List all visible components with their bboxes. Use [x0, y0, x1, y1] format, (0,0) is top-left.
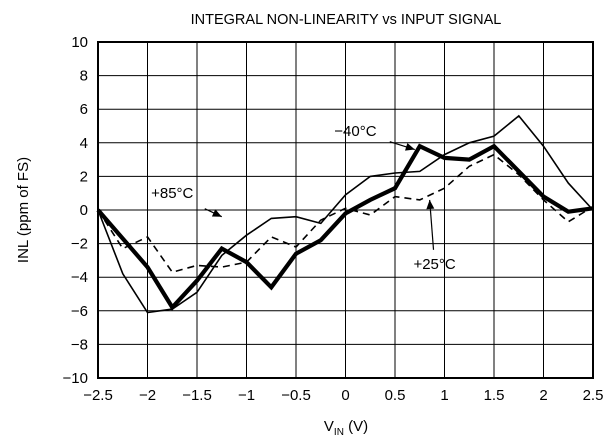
annotation-label-0: −40°C: [334, 123, 376, 140]
plot-grid: [98, 42, 593, 378]
annotations: −40°C +85°C +25°C: [151, 123, 456, 273]
y-tick-label: 6: [80, 101, 88, 118]
y-tick-label: 4: [80, 135, 88, 152]
y-tick-label: −2: [71, 236, 88, 253]
x-tick-label: 2: [539, 387, 547, 404]
x-tick-label: 1: [440, 387, 448, 404]
y-tick-label: −6: [71, 303, 88, 320]
x-axis-label-subscript: IN: [334, 427, 344, 438]
annotation-arrowhead-2: [426, 199, 435, 210]
y-tick-label: −4: [71, 269, 88, 286]
y-tick-labels: 10 8 6 4 2 0 −2 −4 −6 −8 −10: [63, 34, 88, 387]
plot-frame: [97, 41, 594, 379]
annotation-arrowhead-1: [211, 209, 222, 217]
x-tick-label: −1.5: [182, 387, 212, 404]
series-lines: [96, 114, 594, 314]
x-tick-label: −2: [139, 387, 156, 404]
y-tick-label: −8: [71, 336, 88, 353]
x-tick-labels: −2.5 −2 −1.5 −1 −0.5 0 0.5 1 1.5 2 2.5: [83, 387, 603, 404]
annotation-label-1: +85°C: [151, 185, 193, 202]
x-axis-label-unit: (V): [344, 418, 368, 435]
series-line-2: [97, 153, 594, 274]
y-tick-label: −10: [63, 370, 88, 387]
x-tick-label: 1.5: [484, 387, 505, 404]
annotation-arrowhead-0: [405, 143, 415, 151]
y-tick-label: 2: [80, 168, 88, 185]
x-tick-label: −2.5: [83, 387, 113, 404]
x-tick-label: −1: [238, 387, 255, 404]
y-tick-label: 10: [71, 34, 88, 51]
x-tick-label: 0: [341, 387, 349, 404]
x-axis-label: VIN (V): [324, 418, 368, 438]
y-tick-label: 0: [80, 202, 88, 219]
y-axis-label: INL (ppm of FS): [15, 157, 32, 263]
series-line-1: [96, 143, 594, 311]
chart-title: INTEGRAL NON-LINEARITY vs INPUT SIGNAL: [191, 12, 502, 28]
x-axis-label-main: V: [324, 418, 334, 435]
x-tick-label: −0.5: [281, 387, 311, 404]
y-tick-label: 8: [80, 68, 88, 85]
x-tick-label: 2.5: [583, 387, 604, 404]
annotation-label-2: +25°C: [413, 256, 455, 273]
series-line-0: [97, 114, 594, 314]
x-tick-label: 0.5: [385, 387, 406, 404]
